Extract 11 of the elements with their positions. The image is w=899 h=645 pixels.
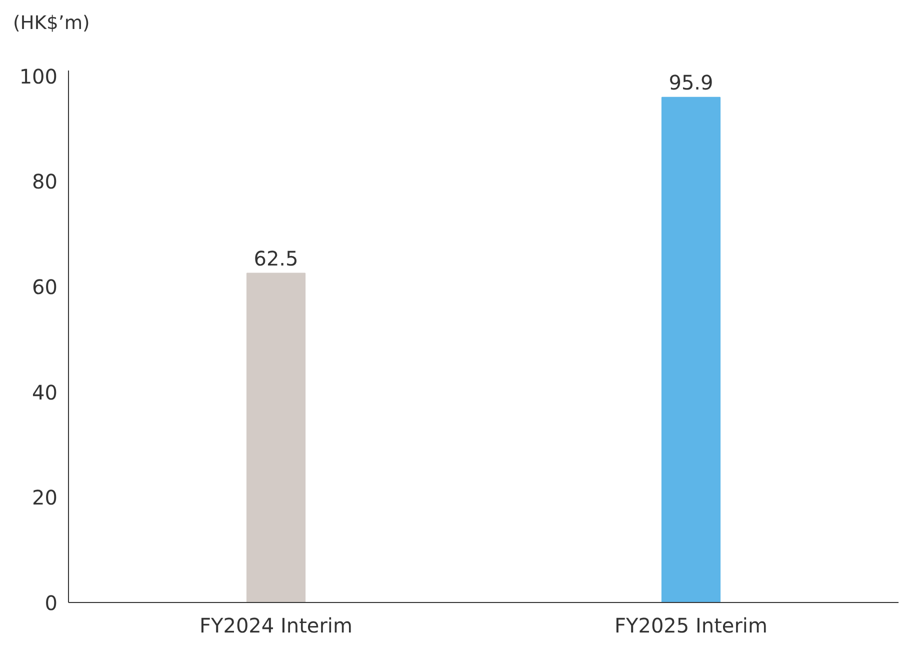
y-axis-title: (HK$’m) (13, 12, 90, 36)
y-tick-label: 60 (32, 274, 58, 299)
y-tick-label: 0 (44, 591, 58, 615)
x-tick-label: FY2025 Interim (614, 614, 768, 638)
data-label: 62.5 (254, 246, 298, 270)
y-tick-label: 40 (32, 380, 58, 404)
x-tick-label: FY2024 Interim (200, 614, 352, 638)
y-tick-label: 20 (32, 486, 58, 510)
y-tick-label: 80 (32, 170, 58, 194)
y-tick-label: 100 (19, 64, 58, 88)
data-label: 95.9 (668, 70, 714, 94)
